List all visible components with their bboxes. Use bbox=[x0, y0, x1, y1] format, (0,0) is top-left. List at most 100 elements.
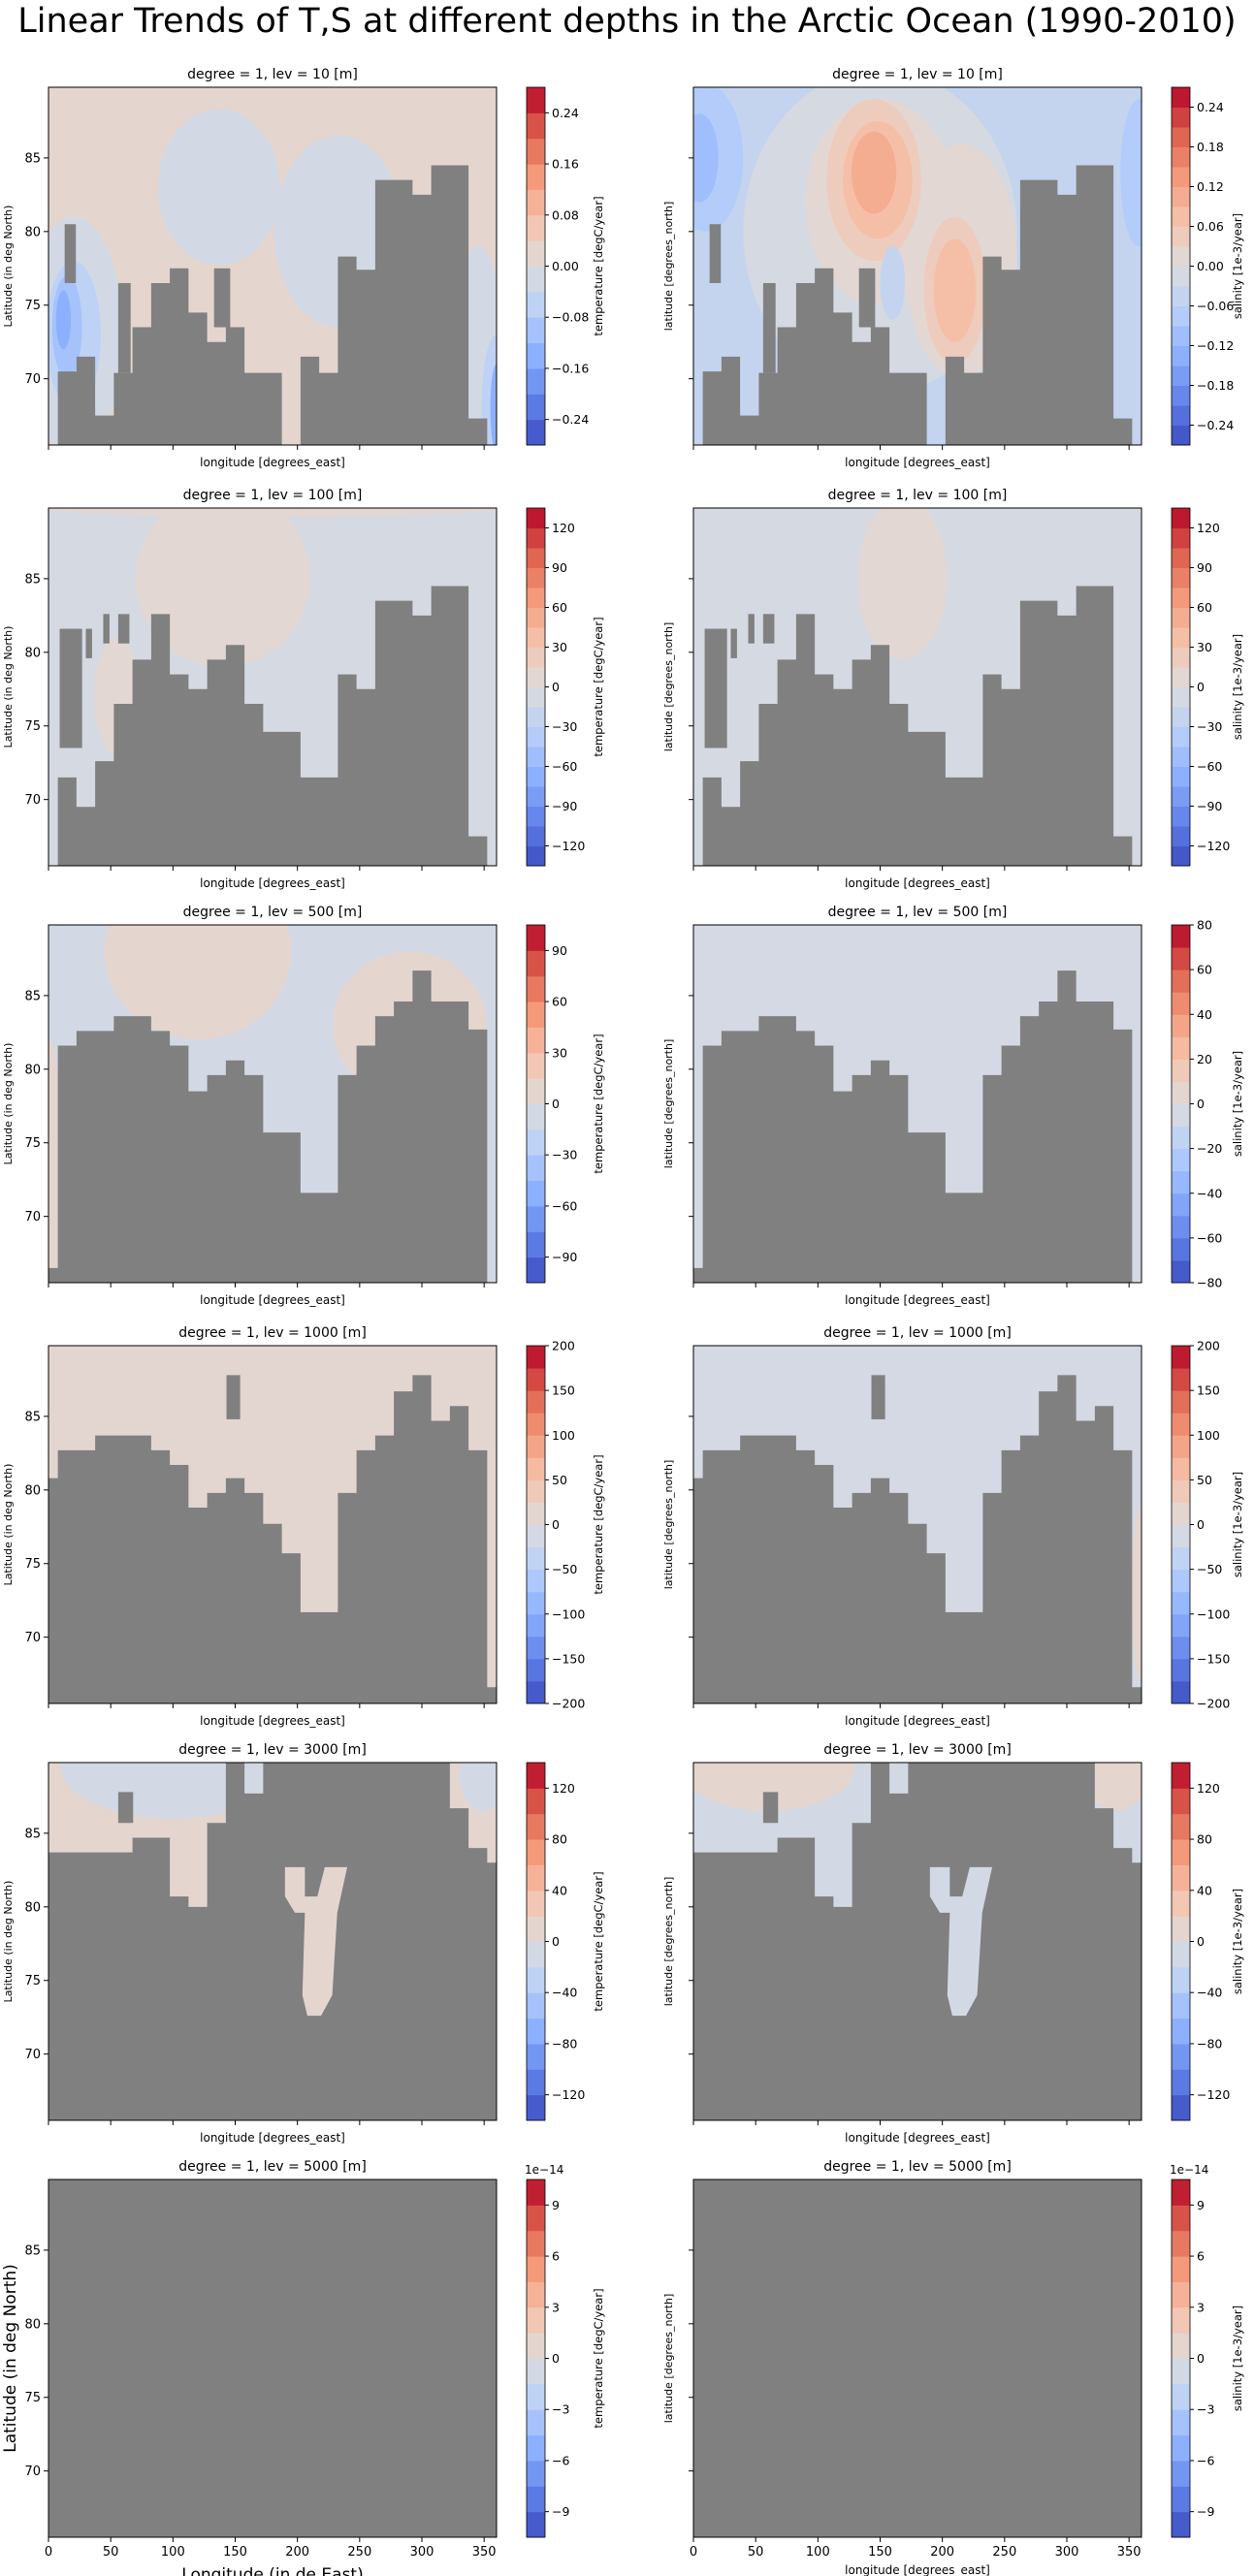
x-axis-label: longitude [degrees_east] bbox=[200, 456, 345, 469]
subplot-title: degree = 1, lev = 100 [m] bbox=[183, 488, 363, 503]
x-tick-label: 100 bbox=[161, 2545, 185, 2560]
axes-frame bbox=[48, 924, 498, 1284]
colorbar-tick-label: −3 bbox=[552, 2402, 569, 2417]
colorbar-band bbox=[527, 189, 545, 216]
land-mask bbox=[48, 1763, 497, 2120]
colorbar-band bbox=[527, 588, 545, 608]
colorbar-tick-label: −30 bbox=[552, 719, 577, 734]
colorbar-tick-label: 0.24 bbox=[552, 106, 579, 120]
colorbar-band bbox=[1172, 2409, 1190, 2436]
colorbar-tick-label: 90 bbox=[1197, 560, 1212, 575]
subplot-salinity-100: degree = 1, lev = 100 [m] longitude [degr… bbox=[662, 488, 1244, 890]
colorbar-band bbox=[1172, 947, 1190, 970]
colorbar-band bbox=[527, 1636, 545, 1660]
colorbar: 200 150 100 50 0 −50 −100 −150 −200 temperature [… bbox=[526, 1339, 605, 1711]
colorbar-band bbox=[1172, 2333, 1190, 2359]
plot-area bbox=[693, 87, 1141, 445]
axes-frame bbox=[48, 86, 498, 446]
y-tick-label: 75 bbox=[24, 2391, 41, 2405]
colorbar-band bbox=[527, 1613, 545, 1638]
colorbar-band bbox=[527, 240, 545, 267]
y-axis-label: latitude [degrees_north] bbox=[662, 1039, 675, 1169]
land-island bbox=[762, 614, 775, 644]
colorbar-band bbox=[527, 925, 545, 951]
colorbar-tick-label: 40 bbox=[1197, 1007, 1212, 1022]
y-axis-label: latitude [degrees_north] bbox=[662, 2294, 675, 2424]
colorbar-band bbox=[527, 950, 545, 977]
colorbar-band bbox=[527, 2094, 545, 2121]
axes-frame bbox=[692, 507, 1142, 867]
colorbar-band bbox=[1172, 2460, 1190, 2487]
colorbar-band bbox=[1172, 1193, 1190, 1217]
colorbar-tick-label: 0 bbox=[552, 2351, 560, 2366]
colorbar-band bbox=[527, 806, 545, 827]
colorbar-label: salinity [1e-3/year] bbox=[1231, 1472, 1244, 1577]
colorbar-band bbox=[1172, 1390, 1190, 1414]
x-tick-label: 350 bbox=[472, 2545, 497, 2560]
colorbar-tick-label: −80 bbox=[1197, 1276, 1222, 1290]
land-mask bbox=[48, 2179, 497, 2537]
land-mask bbox=[48, 1375, 497, 1703]
y-tick-label: 75 bbox=[24, 1557, 41, 1572]
subplot-title: degree = 1, lev = 5000 [m] bbox=[823, 2159, 1012, 2175]
y-axis-label: Latitude (in deg North) bbox=[2, 206, 15, 328]
colorbar-tick-label: −0.16 bbox=[552, 361, 589, 375]
colorbar-band bbox=[1172, 627, 1190, 648]
colorbar-band bbox=[1172, 1036, 1190, 1060]
contour-region bbox=[459, 1763, 497, 1812]
colorbar-tick-label: 0 bbox=[1197, 2351, 1205, 2366]
x-tick-label: 0 bbox=[690, 2545, 697, 2560]
colorbar-band bbox=[1172, 508, 1190, 528]
x-tick-label: 250 bbox=[347, 2545, 371, 2560]
colorbar-band bbox=[527, 1966, 545, 1993]
colorbar-band bbox=[527, 527, 545, 549]
plot-area bbox=[693, 2179, 1141, 2537]
x-tick-label: 300 bbox=[410, 2545, 434, 2560]
subplot-temperature-5000: degree = 1, lev = 5000 [m] 0 50 100 150 200 25… bbox=[1, 2159, 605, 2576]
colorbar-tick-label: 60 bbox=[552, 995, 567, 1009]
colorbar-tick-label: −90 bbox=[1197, 799, 1222, 813]
colorbar-band bbox=[527, 214, 545, 241]
land-mask bbox=[693, 970, 1141, 1283]
colorbar-band bbox=[527, 1788, 545, 1815]
colorbar-tick-label: 120 bbox=[552, 1781, 575, 1796]
ocean-channel bbox=[929, 1866, 992, 2017]
colorbar-band bbox=[527, 1103, 545, 1130]
colorbar-band bbox=[1172, 226, 1190, 247]
colorbar-band bbox=[1172, 2205, 1190, 2232]
colorbar-tick-label: −40 bbox=[552, 1986, 577, 2000]
plot-area bbox=[48, 925, 497, 1283]
land-island bbox=[85, 628, 92, 658]
colorbar-band bbox=[1172, 548, 1190, 568]
colorbar-band bbox=[527, 2383, 545, 2410]
subplot-title: degree = 1, lev = 100 [m] bbox=[828, 488, 1008, 503]
contour-region bbox=[933, 239, 977, 342]
colorbar-band bbox=[527, 1078, 545, 1104]
colorbar-band bbox=[1172, 1259, 1190, 1284]
colorbar-tick-label: 6 bbox=[552, 2249, 560, 2264]
colorbar-tick-label: 0.16 bbox=[552, 157, 579, 172]
colorbar-band bbox=[527, 1992, 545, 2019]
y-tick-label: 75 bbox=[24, 719, 41, 734]
colorbar-band bbox=[527, 1941, 545, 1968]
land-island bbox=[117, 614, 130, 644]
y-tick-label: 85 bbox=[24, 572, 41, 587]
colorbar-band bbox=[527, 138, 545, 165]
colorbar-tick-label: 120 bbox=[1197, 1781, 1220, 1796]
colorbar-tick-label: 60 bbox=[1197, 963, 1212, 977]
colorbar-tick-label: 3 bbox=[552, 2300, 560, 2314]
colorbar-tick-label: −120 bbox=[552, 839, 585, 853]
colorbar-tick-label: −200 bbox=[552, 1697, 585, 1711]
colorbar-band bbox=[527, 2434, 545, 2462]
y-axis-label: Latitude (in deg North) bbox=[2, 1464, 15, 1586]
colorbar-band bbox=[1172, 2230, 1190, 2257]
x-axis-label: longitude [degrees_east] bbox=[845, 876, 990, 890]
contour-region bbox=[693, 113, 719, 203]
colorbar-band bbox=[1172, 2179, 1190, 2206]
colorbar-tick-label: 120 bbox=[1197, 521, 1220, 535]
colorbar-tick-label: −60 bbox=[552, 1198, 577, 1213]
colorbar-band bbox=[1172, 1890, 1190, 1917]
colorbar-band bbox=[1172, 1864, 1190, 1892]
colorbar-band bbox=[1172, 207, 1190, 227]
x-tick-label: 0 bbox=[45, 2545, 52, 2560]
